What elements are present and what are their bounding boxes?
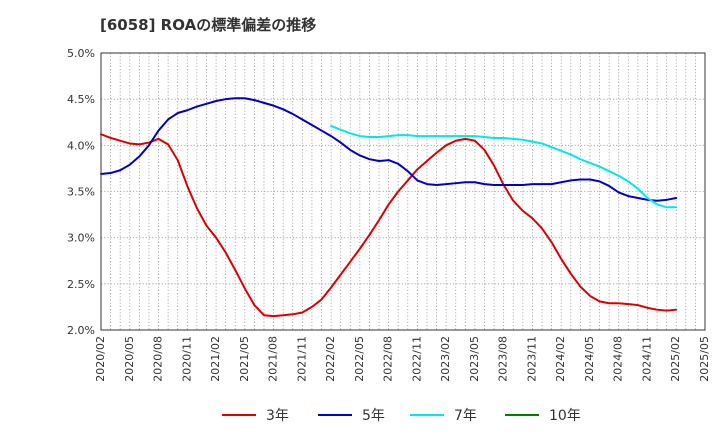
- x-tick-label: 2024/02: [554, 336, 567, 382]
- legend-item: 3年: [222, 402, 289, 428]
- x-tick-label: 2024/05: [583, 336, 596, 382]
- x-tick-label: 2022/08: [382, 336, 395, 382]
- series-line-1: [100, 133, 678, 318]
- x-tick-label: 2024/08: [612, 336, 625, 382]
- x-tick-label: 2021/11: [295, 336, 308, 382]
- x-tick-label: 2020/02: [94, 336, 107, 382]
- series-line-2: [100, 97, 678, 202]
- x-tick-label: 2025/02: [669, 336, 682, 382]
- x-tick-label: 2021/02: [209, 336, 222, 382]
- y-tick-label: 4.5%: [67, 93, 95, 106]
- grid: [101, 53, 705, 330]
- x-tick-label: 2022/11: [410, 336, 423, 382]
- legend-label: 3年: [266, 408, 289, 424]
- x-tick-label: 2024/11: [640, 336, 653, 382]
- legend-swatch: [318, 414, 352, 416]
- series-line-3: [330, 124, 678, 209]
- x-tick-label: 2021/05: [238, 336, 251, 382]
- legend: 3年 5年 7年 10年: [0, 402, 720, 428]
- x-tick-label: 2023/11: [525, 336, 538, 382]
- x-axis: 2020/02 2020/05 2020/08 2020/11 2021/02 2021/…: [94, 336, 711, 382]
- chart-title: [6058] ROAの標準偏差の推移: [100, 16, 317, 34]
- y-tick-label: 3.5%: [67, 186, 95, 199]
- legend-label: 5年: [362, 408, 385, 424]
- x-tick-label: 2023/08: [497, 336, 510, 382]
- x-tick-label: 2020/08: [152, 336, 165, 382]
- plot-border: [100, 52, 706, 331]
- y-axis: 2.0% 2.5% 3.0% 3.5% 4.0% 4.5% 5.0%: [67, 47, 95, 337]
- x-tick-label: 2020/11: [180, 336, 193, 382]
- y-tick-label: 3.0%: [67, 232, 95, 245]
- legend-item: 7年: [410, 402, 477, 428]
- y-tick-label: 2.5%: [67, 278, 95, 291]
- legend-swatch: [410, 414, 444, 416]
- legend-item: 5年: [318, 402, 385, 428]
- x-tick-label: 2022/05: [353, 336, 366, 382]
- legend-swatch: [505, 414, 539, 416]
- legend-label: 7年: [454, 408, 477, 424]
- y-tick-label: 5.0%: [67, 47, 95, 60]
- x-tick-label: 2023/02: [439, 336, 452, 382]
- x-tick-label: 2022/02: [324, 336, 337, 382]
- legend-item: 10年: [505, 402, 581, 428]
- x-tick-label: 2020/05: [123, 336, 136, 382]
- x-tick-label: 2023/05: [468, 336, 481, 382]
- y-tick-label: 4.0%: [67, 139, 95, 152]
- series-layer: [100, 97, 678, 318]
- x-tick-label: 2025/05: [698, 336, 711, 382]
- legend-swatch: [222, 414, 256, 416]
- plot-frame: [100, 52, 706, 331]
- y-tick-label: 2.0%: [67, 324, 95, 337]
- x-tick-label: 2021/08: [267, 336, 280, 382]
- legend-label: 10年: [549, 408, 581, 424]
